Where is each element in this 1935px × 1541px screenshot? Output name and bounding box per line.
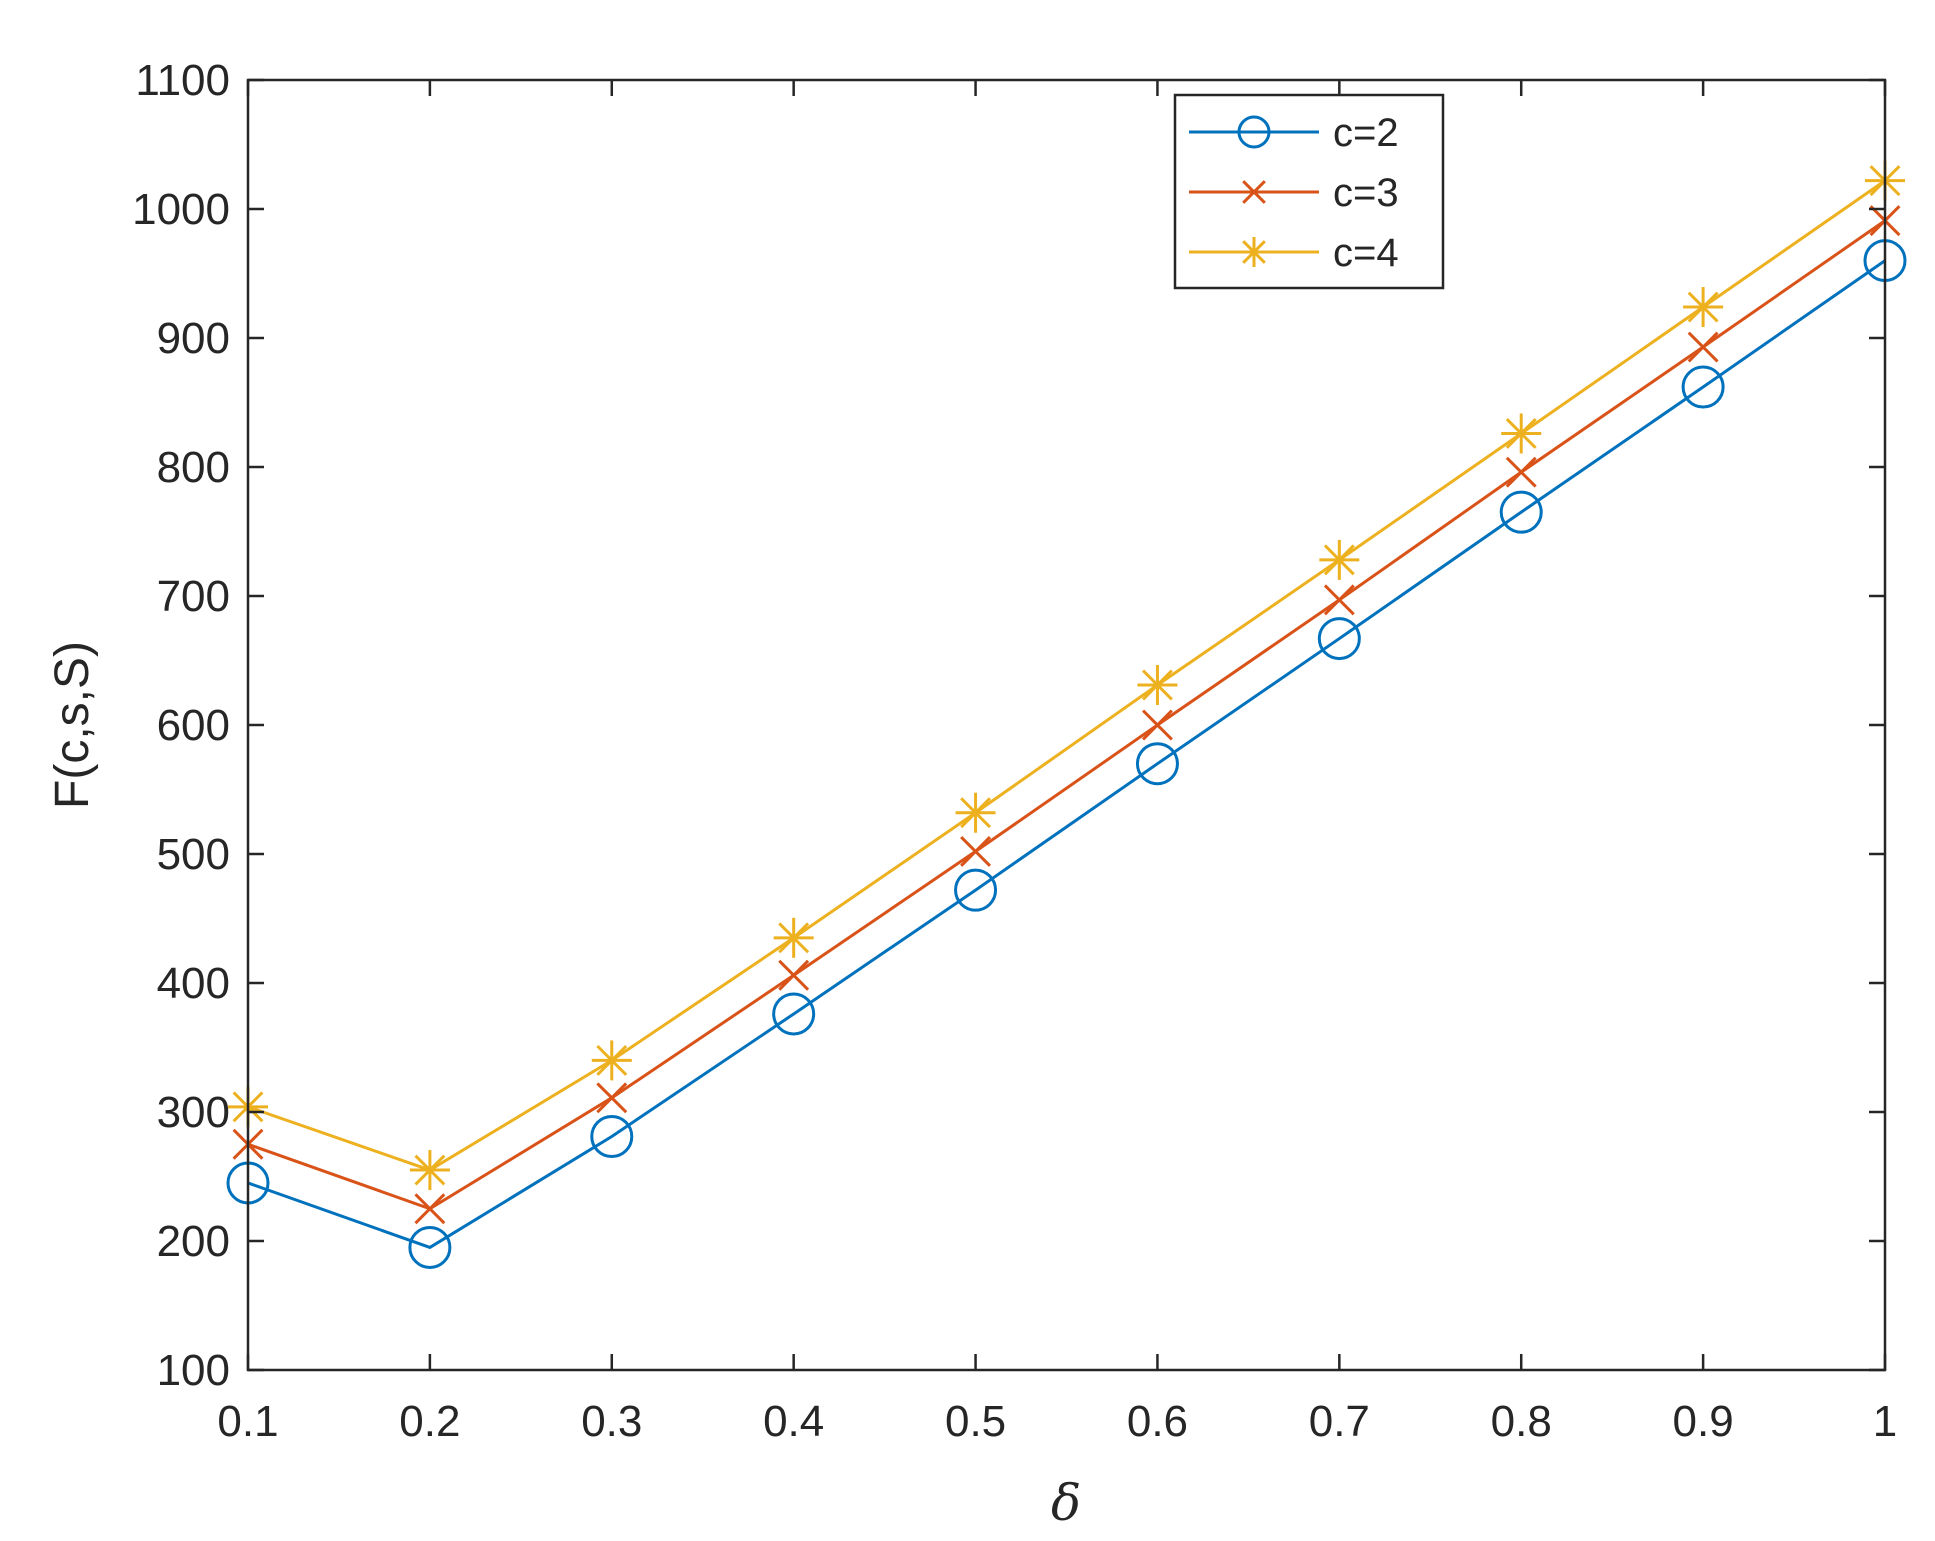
legend-label: c=4 [1333,231,1399,275]
marker-stroke [1505,456,1537,488]
marker-stroke [1141,669,1173,701]
x-axis-title: δ [1051,1474,1081,1532]
legend: c=2 c=3 c=4 [1173,93,1445,290]
ticks-layer: 0.1 0.2 0.3 0.4 0.5 0.6 0.7 0.8 0.9 1100200300400… [132,56,1897,1446]
legend-item: c=2 [1189,111,1399,155]
plot-area [248,80,1885,1370]
marker-stroke [1242,180,1266,204]
data-point [409,1150,450,1191]
data-point [1499,490,1543,534]
marker-stroke [1242,240,1266,264]
data-point [1323,584,1355,616]
legend-label: c=2 [1333,111,1399,155]
x-tick-label: 0.8 [1491,1397,1552,1446]
data-point [1505,456,1537,488]
y-tick-label: 400 [157,959,230,1008]
data-point [1501,413,1542,454]
data-point [591,1040,632,1081]
data-point [408,1225,452,1269]
legend-marker [1242,180,1266,204]
data-point [773,917,814,958]
series-line [247,219,1886,1211]
data-point [1687,331,1719,363]
y-axis-title: F(c,s,S) [46,641,99,809]
x-tick-label: 1 [1873,1397,1897,1446]
legend-marker [1239,237,1269,267]
marker-stroke [1323,584,1355,616]
marker-stroke [778,922,810,954]
legend-item: c=4 [1189,231,1399,275]
y-tick-label: 1100 [135,56,230,105]
data-point [596,1082,628,1114]
y-tick-label: 1000 [132,185,230,234]
x-tick-label: 0.1 [217,1397,278,1446]
x-tick-label: 0.4 [763,1397,824,1446]
marker-stroke [1323,544,1355,576]
y-tick-label: 200 [157,1217,230,1266]
data-point [414,1193,446,1225]
marker-stroke [960,835,992,867]
x-tick-label: 0.7 [1309,1397,1370,1446]
x-tick-label: 0.9 [1673,1397,1734,1446]
data-point [1141,709,1173,741]
y-tick-label: 600 [157,701,230,750]
y-tick-label: 300 [157,1088,230,1137]
y-tick-label: 900 [157,314,230,363]
y-tick-label: 100 [157,1346,230,1395]
x-tick-label: 0.3 [581,1397,642,1446]
marker-stroke [778,959,810,991]
legend-marker [1237,115,1271,149]
y-tick-label: 700 [157,572,230,621]
legend-item: c=3 [1189,171,1399,215]
x-tick-label: 0.5 [945,1397,1006,1446]
x-tick-label: 0.2 [399,1397,460,1446]
marker-stroke [596,1082,628,1114]
series-c=4 [228,160,1905,1191]
data-point [1683,287,1724,328]
data-point [772,992,816,1036]
marker-stroke [414,1154,446,1186]
marker-stroke [1687,291,1719,323]
data-point [955,792,996,833]
plot-layer [226,160,1907,1269]
data-point [1317,617,1361,661]
series-line [247,259,1886,1250]
marker-stroke [1141,709,1173,741]
data-point [590,1115,634,1159]
y-tick-label: 800 [157,443,230,492]
marker-stroke [1505,417,1537,449]
data-point [960,835,992,867]
marker-stroke [414,1193,446,1225]
y-tick-label: 500 [157,830,230,879]
x-tick-label: 0.6 [1127,1397,1188,1446]
data-point [1137,665,1178,706]
marker-stroke [960,797,992,829]
data-point [954,868,998,912]
data-point [1319,539,1360,580]
data-point [1681,365,1725,409]
data-point [1135,742,1179,786]
series-line [247,179,1886,1172]
marker-stroke [596,1044,628,1076]
marker-stroke [1687,331,1719,363]
legend-label: c=3 [1333,171,1399,215]
data-point [778,959,810,991]
